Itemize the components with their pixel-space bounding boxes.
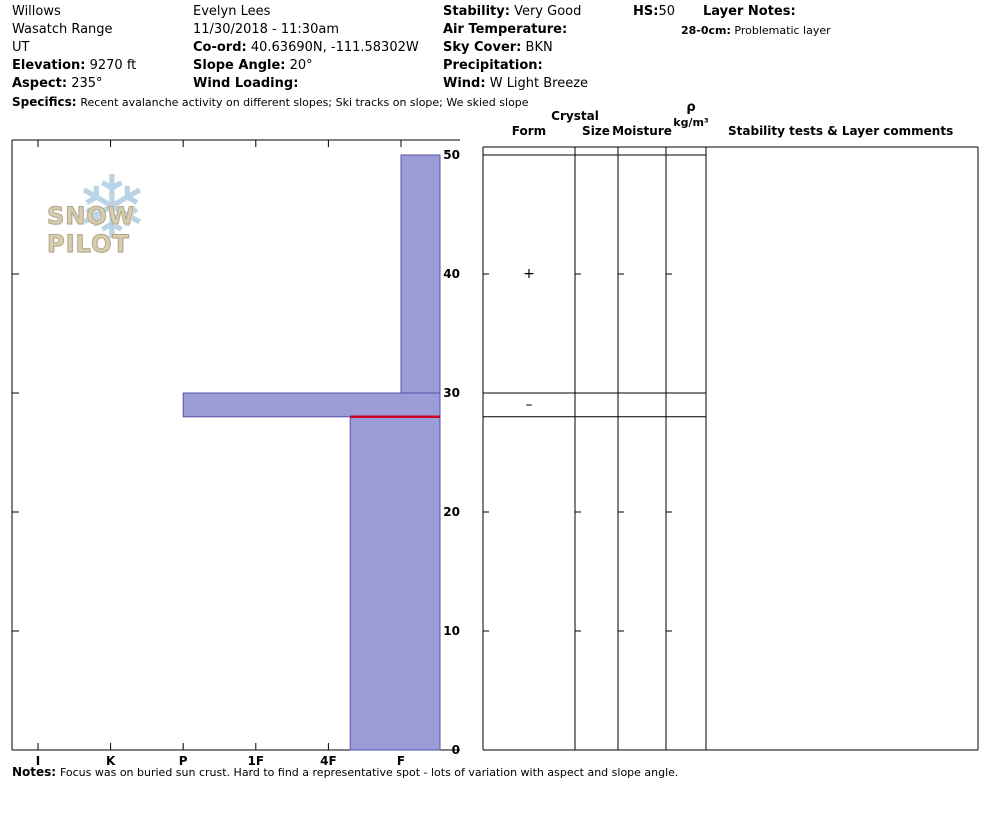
coord-label: Co-ord: (193, 40, 247, 55)
observer-name: Evelyn Lees (193, 4, 271, 19)
stability: Stability: Very Good (443, 4, 581, 20)
slope-angle-label: Slope Angle: (193, 58, 286, 73)
snowflake-icon: ❄ (75, 156, 149, 259)
layer-notes-entry: 28-0cm: Problematic layer (681, 24, 831, 37)
notes-text: Focus was on buried sun crust. Hard to f… (59, 766, 679, 779)
grain-form-symbol: – (526, 397, 533, 413)
slope-angle: Slope Angle: 20° (193, 58, 313, 74)
wind-value: W Light Breeze (489, 76, 589, 91)
specifics-value: Recent avalanche activity on different s… (80, 96, 529, 109)
sky-cover: Sky Cover: BKN (443, 40, 553, 56)
pit-notes: Notes: Focus was on buried sun crust. Ha… (12, 765, 678, 779)
density-units-header: kg/m³ (673, 116, 709, 129)
air-temperature: Air Temperature: (443, 22, 567, 38)
site-name: Willows (12, 4, 61, 19)
wind-label: Wind: (443, 76, 486, 91)
snow-layer-bar (349, 416, 441, 751)
depth-axis-label: 50 (443, 148, 460, 162)
hs-value: 50 (658, 4, 675, 19)
observation-datetime: 11/30/2018 - 11:30am (193, 22, 339, 37)
aspect-label: Aspect: (12, 76, 68, 91)
depth-axis-label: 0 (452, 743, 460, 757)
site-elevation: Elevation: 9270 ft (12, 58, 136, 74)
site-state: UT (12, 40, 30, 55)
hs-label: HS: (633, 4, 659, 19)
precipitation: Precipitation: (443, 58, 543, 74)
layer-notes-title: Layer Notes: (703, 4, 796, 19)
depth-axis-label: 40 (443, 267, 460, 281)
site-range: Wasatch Range (12, 22, 113, 37)
layer-notes-text: Problematic layer (734, 24, 831, 37)
elevation-label: Elevation: (12, 58, 86, 73)
notes-label: Notes: (12, 765, 57, 779)
snow-layer-bar (400, 154, 441, 394)
density-symbol-header: ρ (686, 100, 696, 115)
wind-loading: Wind Loading: (193, 76, 298, 92)
slope-angle-value: 20° (289, 58, 313, 73)
wind: Wind: W Light Breeze (443, 76, 588, 92)
sky-cover-label: Sky Cover: (443, 40, 522, 55)
depth-axis-label: 30 (443, 386, 460, 400)
snowpilot-logo: ❄ SNOW PILOT (45, 164, 215, 272)
depth-axis-label: 20 (443, 505, 460, 519)
crystal-header: Crystal (551, 109, 599, 123)
stability-value: Very Good (514, 4, 582, 19)
sky-cover-value: BKN (525, 40, 553, 55)
air-temperature-label: Air Temperature: (443, 22, 568, 37)
depth-axis-label: 10 (443, 624, 460, 638)
elevation-value: 9270 ft (89, 58, 137, 73)
site-specifics: Specifics: Recent avalanche activity on … (12, 95, 529, 109)
size-header: Size (582, 124, 610, 138)
layer-notes-depth: 28-0cm: (681, 24, 731, 37)
comments-header: Stability tests & Layer comments (728, 124, 954, 138)
site-aspect: Aspect: 235° (12, 76, 103, 92)
snowpilot-logo-text: SNOW PILOT (47, 202, 136, 259)
form-header: Form (511, 124, 547, 138)
moisture-header: Moisture (612, 124, 672, 138)
wind-loading-label: Wind Loading: (193, 76, 299, 91)
observation-coordinates: Co-ord: 40.63690N, -111.58302W (193, 40, 419, 56)
coord-value: 40.63690N, -111.58302W (250, 40, 419, 55)
precipitation-label: Precipitation: (443, 58, 543, 73)
stability-label: Stability: (443, 4, 510, 19)
snow-layer-bar (182, 392, 441, 418)
aspect-value: 235° (71, 76, 103, 91)
specifics-label: Specifics: (12, 95, 77, 109)
grain-form-symbol: + (523, 266, 535, 282)
total-snow-height: HS:50 (633, 4, 675, 20)
